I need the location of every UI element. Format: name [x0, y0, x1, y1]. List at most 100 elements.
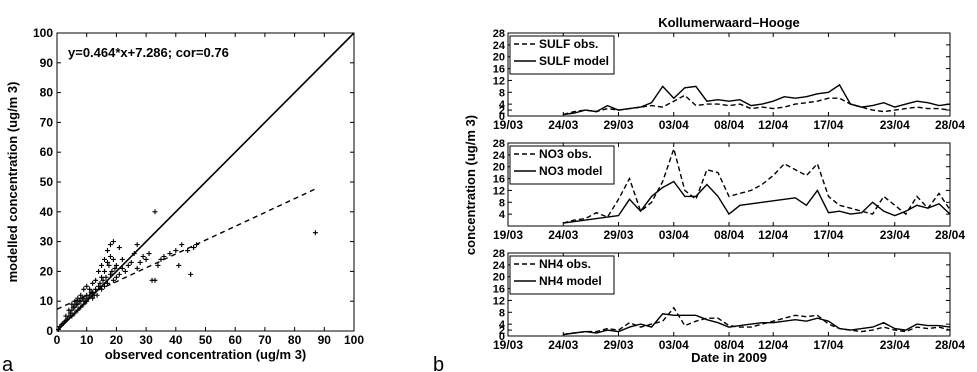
- y-tick-label: 16: [493, 64, 505, 76]
- scatter-point: [104, 280, 110, 286]
- scatter-point: [188, 271, 194, 277]
- scatter-point: [107, 254, 113, 259]
- legend-entry: NH4 obs.: [539, 257, 591, 271]
- scatter-point: [94, 292, 100, 298]
- scatter-point: [99, 274, 105, 280]
- scatter-point: [87, 292, 93, 298]
- x-tick-label: 24/03: [548, 118, 578, 132]
- legend-box: [509, 145, 615, 185]
- x-tick-label: 08/04: [714, 118, 744, 132]
- scatter-x-axis-label: observed concentration (ug/m 3): [105, 347, 307, 362]
- x-tick-label: 28/04: [935, 228, 965, 242]
- x-tick-label: 20: [110, 333, 124, 347]
- scatter-point: [137, 259, 143, 265]
- legend-box: [509, 255, 615, 295]
- x-tick-label: 29/03: [603, 228, 633, 242]
- scatter-point: [75, 295, 81, 301]
- scatter-point: [191, 245, 197, 251]
- x-tick-label: 03/04: [659, 338, 689, 352]
- scatter-point: [102, 256, 108, 262]
- y-tick-label: 4: [499, 99, 506, 111]
- y-tick-label: 24: [493, 260, 506, 272]
- scatter-point: [152, 277, 158, 283]
- scatter-point: [158, 256, 164, 262]
- x-tick-label: 19/03: [493, 118, 523, 132]
- x-tick-label: 08/04: [714, 228, 744, 242]
- scatter-point: [96, 268, 102, 274]
- y-tick-label: 90: [40, 56, 54, 70]
- scatter-point: [143, 256, 149, 262]
- model-line-nh4: [563, 313, 951, 336]
- y-tick-label: 8: [499, 87, 505, 99]
- observed-line-no3: [563, 146, 951, 224]
- y-tick-label: 12: [493, 295, 505, 307]
- scatter-point: [131, 251, 137, 257]
- legend-box: [509, 35, 615, 75]
- y-tick-label: 0: [499, 111, 505, 123]
- x-tick-label: 80: [288, 333, 302, 347]
- scatter-point: [173, 248, 179, 254]
- scatter-point: [140, 254, 146, 259]
- scatter-point: [107, 242, 113, 248]
- x-tick-label: 17/04: [813, 338, 843, 352]
- model-line-sulf: [563, 83, 951, 116]
- x-tick-label: 90: [318, 333, 332, 347]
- y-tick-label: 70: [40, 115, 54, 129]
- scatter-point: [69, 307, 75, 313]
- scatter-point: [104, 248, 110, 254]
- scatter-y-axis-label: modelled concentration (ug/m 3): [5, 82, 20, 283]
- scatter-point: [84, 283, 90, 289]
- scatter-point: [107, 271, 113, 277]
- y-tick-label: 4: [499, 319, 506, 331]
- scatter-point: [93, 277, 99, 283]
- scatter-point: [85, 295, 91, 301]
- y-tick-label: 40: [40, 205, 54, 219]
- x-tick-label: 12/04: [758, 118, 788, 132]
- legend-entry: SULF obs.: [539, 37, 598, 51]
- x-tick-label: 60: [229, 333, 243, 347]
- y-tick-label: 20: [493, 52, 505, 64]
- y-tick-label: 0: [499, 331, 505, 343]
- scatter-point: [78, 304, 84, 310]
- y-tick-label: 100: [33, 26, 53, 40]
- x-tick-label: 12/04: [758, 228, 788, 242]
- scatter-point: [72, 304, 78, 310]
- scatter-point: [87, 286, 93, 292]
- observed-line-nh4: [563, 306, 951, 336]
- y-tick-label: 80: [40, 86, 54, 100]
- scatter-lines: [56, 32, 355, 332]
- scatter-point: [104, 259, 110, 265]
- scatter-point: [96, 283, 102, 289]
- y-tick-label: 60: [40, 145, 54, 159]
- scatter-point: [97, 280, 103, 286]
- scatter-point: [113, 262, 119, 268]
- x-tick-label: 10: [80, 333, 94, 347]
- scatter-point: [113, 274, 119, 280]
- scatter-point: [134, 242, 140, 248]
- x-tick-label: 30: [139, 333, 153, 347]
- scatter-point: [119, 256, 125, 262]
- scatter-point: [125, 262, 131, 268]
- y-tick-label: 4: [499, 209, 506, 221]
- x-tick-label: 28/04: [935, 338, 965, 352]
- scatter-panel: 0 10 20 30 40 50 60 70 80 90 100 0 10 20 30 40 50 60 70 80 9…: [2, 26, 364, 372]
- scatter-point: [122, 268, 128, 274]
- y-tick-label: 12: [493, 75, 505, 87]
- one-to-one-line: [56, 32, 355, 332]
- scatter-point: [128, 259, 134, 265]
- scatter-point: [167, 251, 173, 257]
- x-tick-label: 17/04: [813, 118, 843, 132]
- scatter-point: [312, 230, 318, 236]
- scatter-point: [102, 283, 108, 289]
- scatter-point: [78, 298, 84, 304]
- scatter-point: [155, 262, 161, 268]
- y-tick-label: 28: [493, 138, 505, 150]
- scatter-point: [90, 280, 96, 286]
- x-tick-label: 19/03: [493, 228, 523, 242]
- x-tick-label: 12/04: [758, 338, 788, 352]
- scatter-point: [152, 209, 158, 215]
